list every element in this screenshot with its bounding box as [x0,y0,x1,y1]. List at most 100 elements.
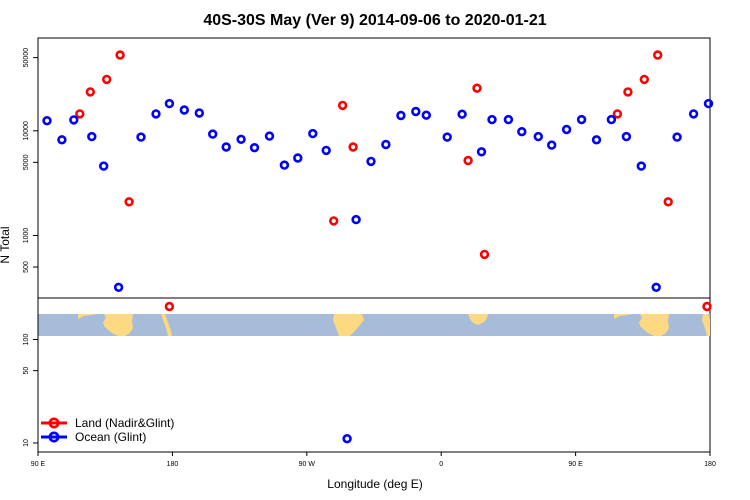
ocean-point [236,134,246,145]
ocean-point [396,110,406,121]
y-tick-label: 500 [23,261,30,273]
ocean-point [351,214,361,225]
land-point [479,249,490,260]
legend-land-marker [48,417,60,429]
land-point [329,216,339,226]
ocean-point [308,128,318,139]
y-axis-label: N Total [0,226,12,263]
australia-land-repeat [614,314,670,336]
x-axis: 90 E 180 90 W 0 90 E 180 [31,452,716,468]
ocean-point [591,135,602,145]
ocean-point [279,160,290,170]
ocean-point [151,109,161,119]
ocean-point [672,132,682,142]
x-tick-label: 180 [167,461,179,468]
land-point [663,197,673,207]
land-point [652,50,663,60]
australia-land [78,314,134,336]
ocean-point [342,434,352,444]
ocean-point [179,105,190,115]
land-point [164,301,175,312]
legend-land-label: Land (Nadir&Glint) [75,416,174,430]
land-point [463,155,473,166]
ocean-point [57,135,67,145]
x-tick-label: 90 E [568,461,583,468]
ocean-point [249,143,260,153]
ocean-point [381,139,391,150]
land-point [101,74,112,85]
y-axis: 10 50 100 500 1000 5000 10000 50000 [23,38,39,452]
legend: Land (Nadir&Glint) Ocean (Glint) [41,416,174,444]
land-point [348,142,358,152]
ocean-point [164,98,175,109]
ocean-point [264,131,275,141]
ocean-point [421,110,431,120]
ocean-point [703,98,714,109]
ocean-point [136,132,146,142]
x-axis-label: Longitude (deg E) [327,477,422,491]
new-zealand-land-repeat [702,314,710,336]
ocean-point [411,106,421,117]
world-map-strip [38,314,710,336]
ocean-point [636,161,646,171]
ocean-point [621,131,632,142]
ocean-band [38,314,710,336]
y-tick-label: 100 [23,334,30,346]
south-africa-land [468,314,488,325]
y-tick-label: 50 [23,367,30,375]
y-tick-label: 50000 [23,48,30,68]
y-tick-label: 5000 [23,154,30,170]
legend-ocean-label: Ocean (Glint) [75,430,146,444]
ocean-point [476,147,487,157]
ocean-point [576,114,587,125]
x-tick-label: 0 [439,461,443,468]
land-series [75,50,712,312]
x-tick-label: 180 [704,461,716,468]
ocean-point [651,282,661,292]
land-point [85,87,96,97]
ocean-point [457,109,467,119]
ocean-point [561,124,572,135]
ocean-point [503,114,514,125]
data-points [42,50,714,444]
ocean-point [194,108,205,118]
ocean-point [487,114,497,125]
ocean-point [69,115,79,125]
ocean-point [533,131,543,142]
ocean-point [546,140,557,150]
ocean-point [293,153,303,163]
land-point [115,50,125,60]
y-tick-label: 1000 [23,228,30,244]
ocean-point [87,131,97,142]
ocean-point [208,129,218,139]
ocean-point [366,156,376,167]
new-zealand-land [161,314,172,336]
south-america-land [333,314,364,336]
ocean-point [113,282,124,292]
ocean-point [606,114,617,125]
y-tick-label: 10 [23,439,30,447]
land-point [75,109,85,119]
ocean-point [442,132,452,142]
legend-ocean-marker [48,431,60,443]
ocean-point [98,161,109,171]
land-point [639,74,649,85]
chart-title: 40S-30S May (Ver 9) 2014-09-06 to 2020-0… [203,12,546,29]
land-point [124,197,134,207]
ocean-point [517,127,527,137]
land-point [472,83,482,93]
ocean-point [688,109,699,119]
ocean-point [42,115,52,126]
land-point [612,109,623,119]
land-point [337,100,348,111]
land-point [623,87,633,97]
ocean-series [42,98,714,444]
ocean-point [221,142,231,152]
land-shapes [78,314,710,336]
land-point [702,301,712,312]
x-tick-label: 90 E [31,461,46,468]
x-tick-label: 90 W [299,461,316,468]
ocean-point [321,145,331,156]
y-tick-label: 10000 [23,121,30,141]
